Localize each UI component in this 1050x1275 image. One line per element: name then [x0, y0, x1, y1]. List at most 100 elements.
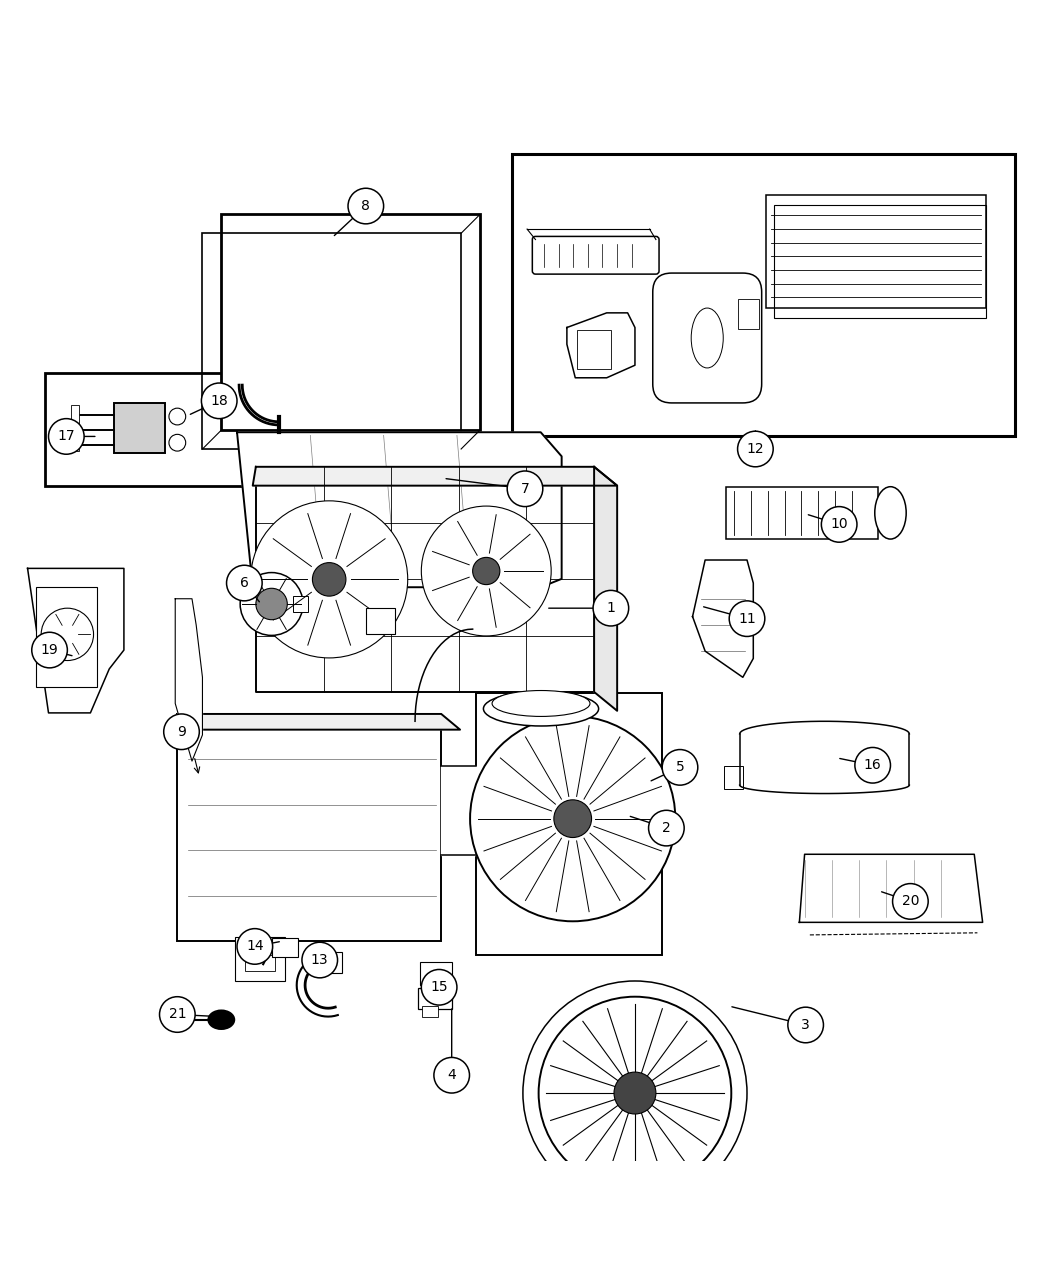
Text: 19: 19 [41, 643, 59, 657]
Text: 21: 21 [168, 1007, 186, 1021]
Bar [114, 403, 165, 453]
Text: 9: 9 [177, 724, 186, 738]
Circle shape [593, 590, 629, 626]
Bar [476, 694, 663, 955]
Circle shape [892, 884, 928, 919]
Circle shape [553, 799, 591, 838]
Circle shape [251, 501, 407, 658]
Polygon shape [799, 854, 983, 922]
Circle shape [737, 431, 773, 467]
Text: 15: 15 [430, 980, 448, 994]
Ellipse shape [875, 487, 906, 539]
Circle shape [313, 562, 345, 597]
Bar [418, 988, 452, 1010]
Text: 10: 10 [831, 518, 848, 532]
Bar [246, 955, 275, 970]
Text: 1: 1 [607, 602, 615, 615]
Circle shape [240, 572, 303, 635]
Circle shape [729, 601, 764, 636]
Circle shape [788, 1007, 823, 1043]
Polygon shape [175, 599, 203, 761]
Circle shape [649, 811, 685, 845]
Circle shape [169, 435, 186, 451]
Bar [512, 154, 1015, 436]
Bar [272, 938, 298, 958]
Bar [726, 487, 878, 539]
Bar [235, 937, 286, 980]
Circle shape [160, 997, 195, 1033]
Bar [45, 372, 271, 486]
Circle shape [470, 717, 675, 922]
Text: 6: 6 [239, 576, 249, 590]
Text: 5: 5 [675, 760, 685, 774]
Circle shape [41, 608, 93, 660]
Circle shape [421, 969, 457, 1005]
Text: 17: 17 [58, 430, 76, 444]
Circle shape [821, 506, 857, 542]
Bar [177, 714, 441, 941]
Bar [723, 766, 742, 789]
Circle shape [348, 189, 383, 224]
Circle shape [169, 408, 186, 425]
Bar [316, 951, 341, 973]
FancyBboxPatch shape [532, 236, 659, 274]
Polygon shape [237, 432, 562, 588]
Polygon shape [177, 714, 460, 729]
Circle shape [434, 1057, 469, 1093]
Text: 18: 18 [210, 394, 228, 408]
Circle shape [237, 928, 273, 964]
Bar [426, 980, 445, 992]
Polygon shape [441, 766, 476, 856]
Text: 7: 7 [521, 482, 529, 496]
Circle shape [614, 1072, 656, 1114]
Text: 8: 8 [361, 199, 371, 213]
Circle shape [227, 565, 262, 601]
Ellipse shape [492, 691, 590, 717]
Bar [222, 214, 480, 430]
Circle shape [302, 942, 337, 978]
Circle shape [472, 557, 500, 585]
Text: 11: 11 [738, 612, 756, 626]
Text: 4: 4 [447, 1068, 456, 1082]
Circle shape [48, 418, 84, 454]
Bar [422, 1006, 438, 1016]
Ellipse shape [691, 309, 723, 368]
Text: 20: 20 [902, 894, 919, 908]
Polygon shape [253, 467, 617, 486]
Bar [70, 405, 79, 451]
Bar [774, 205, 986, 317]
Circle shape [523, 980, 747, 1205]
Bar [203, 233, 461, 449]
Text: 2: 2 [662, 821, 671, 835]
Circle shape [855, 747, 890, 783]
Text: 13: 13 [311, 952, 329, 966]
Bar [420, 963, 451, 986]
Circle shape [507, 470, 543, 506]
Circle shape [164, 714, 200, 750]
Ellipse shape [208, 1010, 234, 1029]
Polygon shape [256, 467, 594, 692]
Ellipse shape [483, 691, 598, 725]
Polygon shape [693, 560, 753, 677]
Circle shape [539, 997, 731, 1190]
Polygon shape [567, 312, 635, 377]
FancyBboxPatch shape [653, 273, 761, 403]
Bar [765, 195, 986, 307]
Text: 16: 16 [864, 759, 882, 773]
Polygon shape [594, 467, 617, 710]
Bar [737, 300, 758, 329]
Bar [578, 330, 611, 370]
Bar [365, 608, 395, 635]
Polygon shape [27, 569, 124, 713]
Bar [293, 595, 309, 612]
Bar [36, 588, 97, 687]
Circle shape [32, 632, 67, 668]
Text: 12: 12 [747, 442, 764, 456]
Circle shape [421, 506, 551, 636]
Bar [602, 1187, 669, 1219]
Bar [585, 1186, 686, 1233]
Circle shape [202, 382, 237, 418]
Circle shape [663, 750, 698, 785]
Text: 3: 3 [801, 1017, 810, 1031]
Circle shape [256, 588, 288, 620]
